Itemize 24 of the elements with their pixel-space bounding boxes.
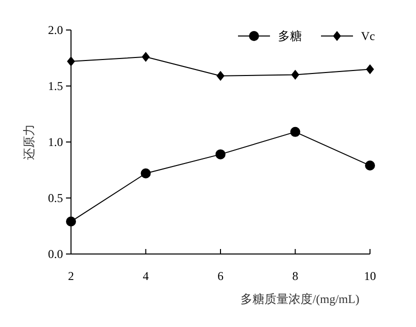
x-tick-label: 4 (142, 269, 149, 283)
point (140, 168, 151, 178)
x-tick-label: 2 (68, 269, 74, 283)
x-axis-title: 多糖质量浓度/(mg/mL) (240, 292, 360, 306)
point (216, 70, 224, 81)
point (290, 126, 300, 137)
point (142, 52, 150, 62)
point (216, 149, 226, 160)
point (365, 160, 375, 171)
y-tick-label: 0.5 (48, 191, 63, 205)
x-tick-label: 8 (292, 269, 298, 283)
point (67, 56, 75, 66)
y-tick-label: 1.0 (48, 135, 63, 149)
point (366, 64, 374, 74)
y-tick-label: 2.0 (48, 23, 63, 37)
y-tick-label: 1.5 (48, 79, 63, 93)
point (291, 70, 300, 80)
legend-label: Vc (361, 29, 375, 43)
y-tick-label: 0.0 (48, 247, 63, 261)
x-tick-label: 6 (218, 269, 224, 283)
x-tick-label: 10 (364, 269, 376, 283)
y-axis-title: 还原力 (22, 124, 36, 160)
legend-label: 多糖 (278, 29, 302, 43)
point (66, 216, 76, 227)
